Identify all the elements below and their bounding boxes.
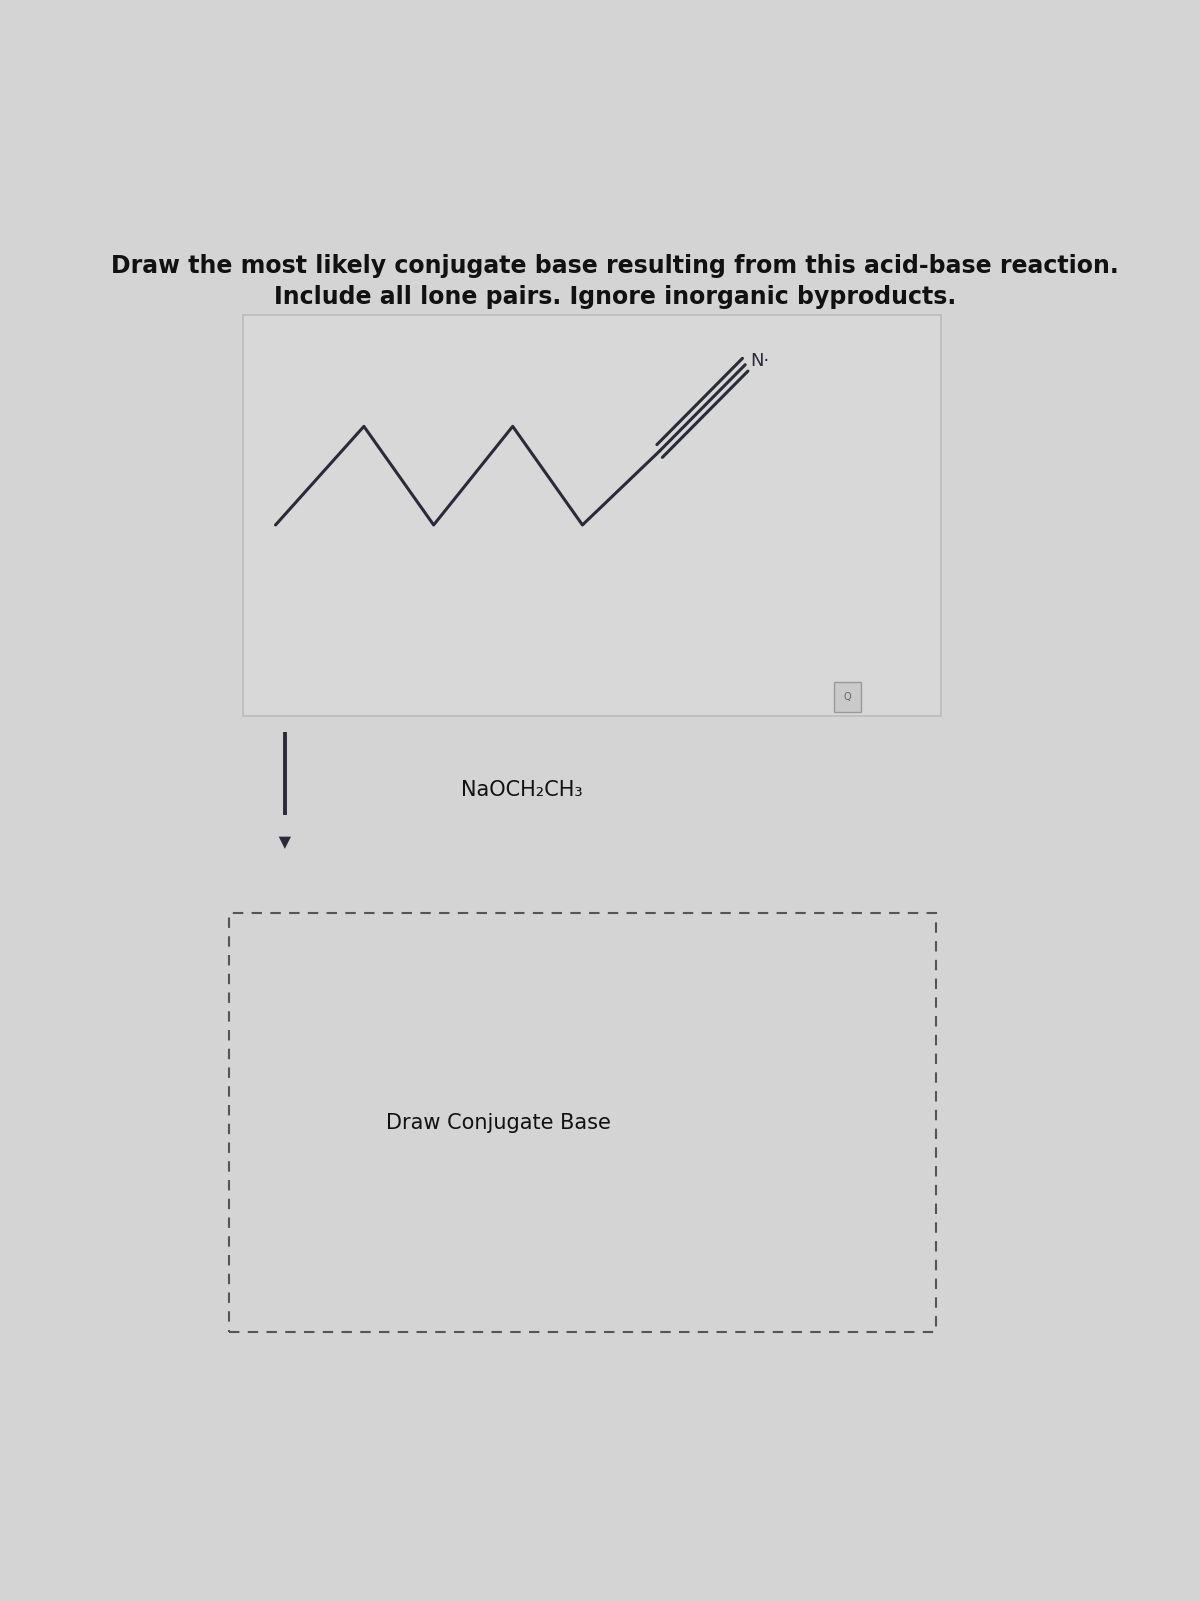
- Text: NaOCH₂CH₃: NaOCH₂CH₃: [461, 780, 583, 800]
- Text: N·: N·: [750, 352, 769, 370]
- Text: Draw the most likely conjugate base resulting from this acid-base reaction.: Draw the most likely conjugate base resu…: [112, 255, 1118, 279]
- Text: Include all lone pairs. Ignore inorganic byproducts.: Include all lone pairs. Ignore inorganic…: [274, 285, 956, 309]
- Bar: [229, 913, 936, 1332]
- Bar: [242, 315, 941, 716]
- Text: Draw Conjugate Base: Draw Conjugate Base: [386, 1113, 611, 1134]
- Bar: [834, 682, 862, 712]
- Text: Q: Q: [844, 692, 851, 701]
